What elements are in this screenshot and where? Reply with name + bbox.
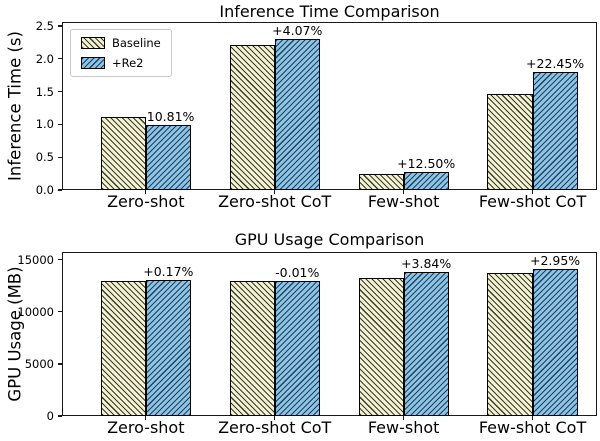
ytick-label-1.0: 1.0: [35, 117, 54, 132]
ytick-mark: [58, 259, 62, 261]
ytick-mark: [58, 189, 62, 191]
bar-baseline-zero-shot: [100, 117, 146, 190]
legend-label-re2: +Re2: [112, 56, 144, 70]
xtick-mark: [274, 190, 276, 194]
xtick-mark: [531, 416, 534, 420]
legend-label-baseline: Baseline: [112, 36, 161, 50]
bar-baseline-few-shot-cot: [487, 93, 533, 190]
xtick-mark: [145, 416, 147, 420]
legend-item-re2: +Re2: [81, 57, 161, 69]
xtick-mark: [403, 416, 405, 420]
ytick-mark: [58, 156, 62, 158]
ytick-mark: [58, 415, 62, 417]
ytick-label-0: 0: [46, 409, 54, 423]
legend: Baseline +Re2: [70, 29, 172, 77]
annotation-few-shot: +3.84%: [401, 256, 452, 272]
bar-re2-few-shot-cot: [532, 71, 578, 190]
xtick-label-few-shot: Few-shot: [367, 418, 440, 437]
chart-title-gpu-usage: GPU Usage Comparison: [234, 230, 425, 249]
ytick-label-2.0: 2.0: [35, 51, 54, 66]
ytick-label-1.5: 1.5: [35, 84, 54, 99]
plot-area-inference-time: [62, 22, 597, 190]
plot-area-gpu-usage: [62, 252, 597, 416]
xtick-label-zero-shot: Zero-shot: [107, 418, 185, 437]
y-axis-label-gpu-usage: GPU Usage (MB): [5, 266, 25, 402]
chart-title-inference-time: Inference Time Comparison: [219, 2, 440, 21]
bar-baseline-zero-shot-cot: [229, 280, 275, 416]
ytick-label-15000: 15000: [17, 252, 54, 267]
annotation-few-shot: +12.50%: [397, 156, 456, 172]
xtick-mark: [403, 190, 405, 194]
annotation-zero-shot: +0.17%: [143, 264, 194, 280]
ytick-mark: [58, 123, 62, 125]
legend-swatch-re2-hatch-icon: [81, 57, 105, 69]
xtick-label-zero-shot-cot: Zero-shot CoT: [218, 418, 332, 437]
xtick-label-zero-shot: Zero-shot: [107, 192, 185, 211]
ytick-mark: [58, 25, 62, 27]
xtick-label-few-shot: Few-shot: [367, 192, 440, 211]
ytick-label-0.0: 0.0: [35, 183, 54, 197]
bar-baseline-few-shot-cot: [487, 273, 533, 416]
ytick-mark: [58, 311, 62, 313]
bar-re2-zero-shot-cot: [274, 280, 320, 416]
xtick-mark: [274, 416, 276, 420]
bar-baseline-few-shot: [358, 277, 404, 416]
xtick-mark: [145, 190, 147, 194]
bar-re2-few-shot: [403, 172, 449, 190]
bar-re2-zero-shot: [145, 125, 191, 190]
legend-item-baseline: Baseline: [81, 37, 161, 49]
ytick-label-2.5: 2.5: [35, 18, 54, 33]
ytick-label-5000: 5000: [24, 356, 54, 371]
annotation-zero-shot: -10.81%: [142, 109, 195, 125]
bar-re2-few-shot: [403, 272, 449, 416]
xtick-label-few-shot-cot: Few-shot CoT: [478, 418, 587, 437]
bar-re2-few-shot-cot: [532, 269, 578, 416]
xtick-label-few-shot-cot: Few-shot CoT: [478, 192, 587, 211]
bar-baseline-zero-shot: [100, 280, 146, 416]
ytick-mark: [58, 363, 62, 365]
legend-swatch-baseline-hatch-icon: [81, 37, 105, 49]
xtick-mark: [531, 190, 534, 194]
annotation-few-shot-cot: +22.45%: [526, 55, 585, 71]
bar-re2-zero-shot: [145, 280, 191, 416]
ytick-label-10000: 10000: [17, 304, 54, 319]
ytick-mark: [58, 58, 62, 60]
ytick-mark: [58, 90, 62, 93]
xtick-label-zero-shot-cot: Zero-shot CoT: [218, 192, 332, 211]
bar-baseline-few-shot: [358, 174, 404, 190]
bar-re2-zero-shot-cot: [274, 39, 320, 190]
annotation-zero-shot-cot: -0.01%: [275, 264, 320, 280]
annotation-few-shot-cot: +2.95%: [530, 253, 581, 269]
annotation-zero-shot-cot: +4.07%: [272, 23, 323, 39]
bar-baseline-zero-shot-cot: [229, 44, 275, 190]
ytick-label-0.5: 0.5: [35, 150, 54, 165]
